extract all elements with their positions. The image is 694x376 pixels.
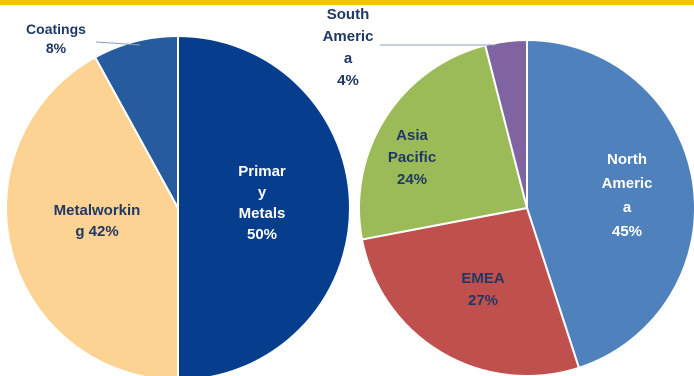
slice-label-north-america: North Americ a 45%: [602, 151, 653, 240]
pie-slice-asia-pacific: [358, 44, 529, 241]
leader-line-coatings: [95, 41, 141, 46]
top-accent-bar: [0, 0, 694, 5]
slice-label-asia-pacific: Asia Pacific 24%: [388, 127, 436, 188]
slice-label-primary-metals: Primar y Metals 50%: [238, 163, 286, 243]
slice-label-coatings: Coatings 8%: [26, 21, 86, 56]
slice-label-metalworking: Metalworkin g 42%: [54, 202, 141, 240]
pie-slice-primary-metals: [177, 34, 351, 376]
pie-slice-emea: [360, 206, 581, 376]
pie-slice-coatings: [93, 34, 179, 209]
slice-label-south-america: South Americ a 4%: [323, 6, 374, 89]
pie-slice-north-america: [526, 38, 694, 370]
pie-slice-metalworking: [5, 55, 179, 376]
slice-label-emea: EMEA 27%: [461, 270, 505, 309]
